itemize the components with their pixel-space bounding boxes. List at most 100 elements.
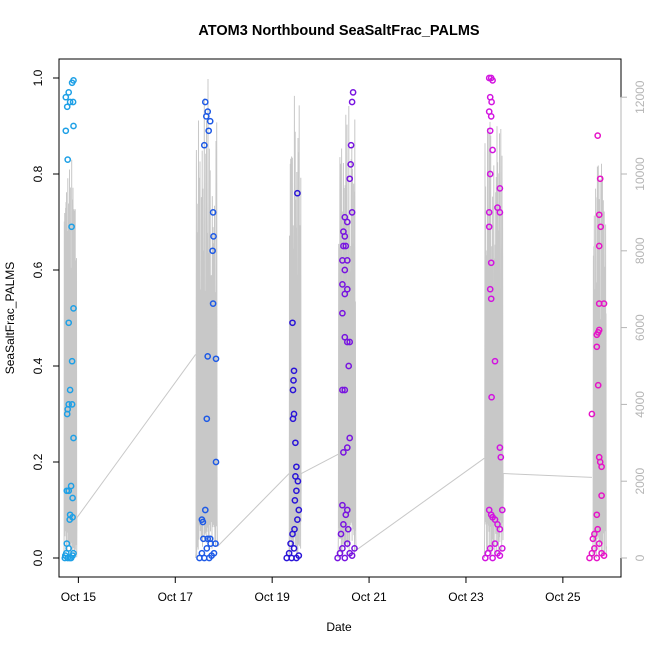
data-point xyxy=(201,506,209,514)
data-point xyxy=(290,367,298,375)
data-point xyxy=(593,554,601,562)
data-point xyxy=(595,242,603,250)
data-point xyxy=(489,146,496,154)
data-point xyxy=(69,494,76,502)
data-point xyxy=(594,525,602,533)
data-point xyxy=(201,98,209,106)
altitude-line-layer xyxy=(63,78,607,559)
data-point xyxy=(486,545,494,552)
data-point xyxy=(209,300,217,307)
data-point xyxy=(343,540,351,547)
data-point xyxy=(65,89,73,96)
data-point xyxy=(591,530,598,538)
data-point xyxy=(70,77,77,84)
data-point xyxy=(487,259,495,267)
data-point xyxy=(498,506,506,514)
data-point xyxy=(206,117,214,125)
data-point xyxy=(68,401,76,408)
data-point xyxy=(209,247,216,255)
data-point xyxy=(200,141,208,149)
y2-tick-label: 8000 xyxy=(633,237,647,264)
data-point xyxy=(339,257,346,264)
data-point xyxy=(496,209,504,216)
data-point xyxy=(489,77,496,84)
data-point xyxy=(289,415,297,423)
chart-title: ATOM3 Northbound SeaSaltFrac_PALMS xyxy=(198,23,479,39)
data-point xyxy=(66,516,74,523)
data-point xyxy=(203,415,211,423)
data-point xyxy=(487,113,495,120)
altitude-link-2 xyxy=(217,473,290,547)
data-point xyxy=(487,295,495,303)
data-point xyxy=(343,444,351,451)
data-point xyxy=(345,362,353,370)
data-point xyxy=(341,266,349,274)
altitude-link-1 xyxy=(76,354,197,518)
data-point xyxy=(598,463,605,471)
data-point xyxy=(488,393,495,401)
data-point xyxy=(210,549,218,557)
data-point xyxy=(339,281,346,288)
data-point xyxy=(70,122,77,130)
altitude-flight-6 xyxy=(592,163,607,559)
data-point xyxy=(204,353,212,360)
data-point xyxy=(292,439,299,447)
altitude-link-5 xyxy=(503,473,592,478)
data-point xyxy=(294,516,301,523)
data-point xyxy=(595,540,603,547)
data-point xyxy=(62,127,70,135)
data-point xyxy=(594,381,602,389)
x-tick-label: Oct 25 xyxy=(545,590,581,604)
x-tick-label: Oct 17 xyxy=(158,590,194,604)
data-point xyxy=(339,386,346,394)
y-tick-label: 1.0 xyxy=(31,69,45,86)
data-point xyxy=(339,501,346,509)
data-point xyxy=(340,228,347,235)
data-point xyxy=(68,357,76,365)
y-tick-label: 0.4 xyxy=(31,357,45,374)
altitude-flight-1 xyxy=(63,159,78,559)
data-point xyxy=(593,343,601,351)
data-point xyxy=(292,473,299,480)
data-point xyxy=(210,233,217,240)
y-tick-label: 0.2 xyxy=(31,453,45,470)
data-point xyxy=(340,521,347,528)
data-point xyxy=(600,552,608,559)
data-point xyxy=(339,545,346,552)
data-point xyxy=(64,405,72,413)
data-point xyxy=(496,444,504,451)
data-point xyxy=(212,540,219,547)
data-point xyxy=(348,98,356,106)
y2-tick-label: 0 xyxy=(633,554,647,561)
data-point xyxy=(293,463,300,471)
altitude-flight-3 xyxy=(288,95,302,559)
x-tick-label: Oct 15 xyxy=(61,590,97,604)
data-point xyxy=(485,209,493,216)
data-point xyxy=(289,319,296,327)
data-point xyxy=(295,506,303,514)
altitude-link-4 xyxy=(355,457,485,551)
data-point xyxy=(486,127,494,135)
data-point xyxy=(343,506,351,514)
data-point xyxy=(593,511,601,519)
y-tick-label: 0.0 xyxy=(31,549,45,566)
data-point xyxy=(346,338,354,346)
data-point xyxy=(202,113,210,120)
data-point xyxy=(64,156,72,163)
data-point xyxy=(343,338,351,346)
data-point xyxy=(341,213,349,221)
data-point xyxy=(291,497,299,504)
y-tick-label: 0.6 xyxy=(31,261,45,278)
data-point xyxy=(346,175,354,183)
data-point xyxy=(339,309,346,317)
data-point xyxy=(595,300,603,307)
data-point xyxy=(341,554,349,562)
data-point xyxy=(287,540,294,547)
data-point xyxy=(489,554,496,562)
data-point xyxy=(212,355,220,363)
data-point xyxy=(496,552,504,559)
data-point xyxy=(63,540,71,547)
data-point xyxy=(204,535,212,543)
data-point xyxy=(66,98,74,106)
